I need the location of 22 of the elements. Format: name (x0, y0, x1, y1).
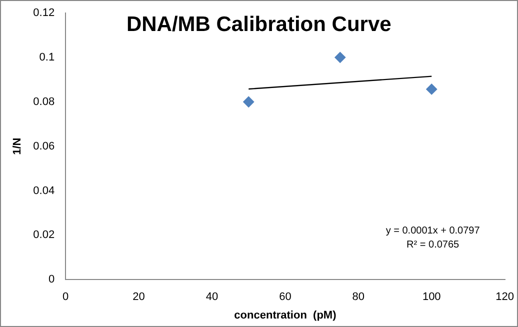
point (426, 84, 438, 95)
annotation: y = 0.0001x + 0.0797 (386, 225, 480, 236)
x-tick-label: 0 (62, 291, 69, 304)
annotation: R² = 0.0765 (406, 239, 460, 250)
x-tick-label: 100 (422, 291, 441, 304)
y-tick-label: 0.12 (33, 7, 55, 20)
point (334, 52, 346, 63)
y-tick-label: 0.02 (33, 229, 55, 242)
x-tick-label: 120 (496, 291, 514, 304)
point (243, 96, 254, 108)
x-axis-title: concentration (pM) (234, 309, 337, 322)
chart-title: DNA/MB Calibration Curve (126, 12, 392, 36)
y-tick-label: 0.1 (39, 51, 55, 64)
x-tick-label: 20 (132, 291, 145, 304)
y-tick-label: 0 (48, 274, 55, 286)
x-tick-label: 80 (352, 291, 365, 304)
y-tick-label: 0.04 (33, 184, 55, 197)
x-tick-label: 60 (279, 291, 292, 304)
y-tick-label: 0.06 (33, 140, 55, 152)
y-axis-title: 1/N (12, 138, 24, 155)
y-tick-label: 0.08 (33, 96, 55, 108)
x-tick-label: 40 (206, 291, 218, 304)
